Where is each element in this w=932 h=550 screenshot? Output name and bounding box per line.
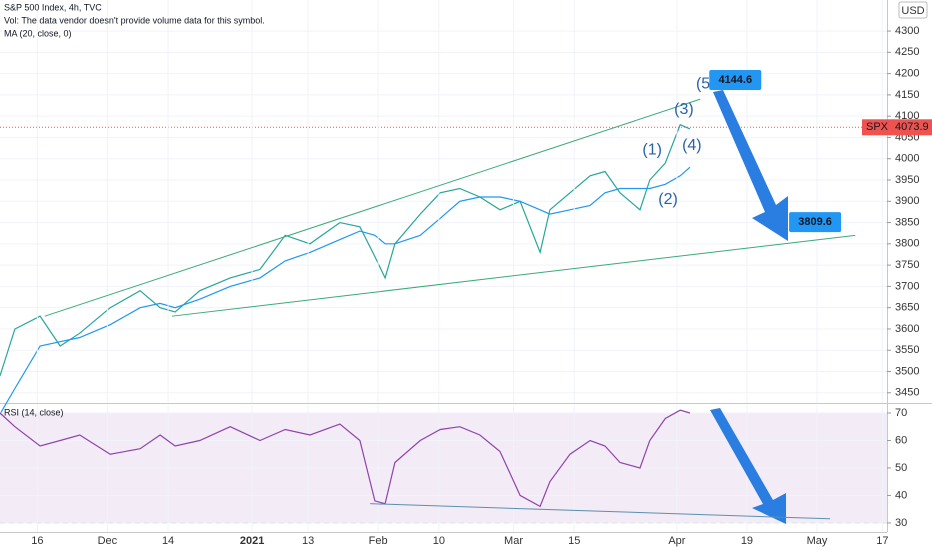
trend-line xyxy=(44,98,701,317)
series-line xyxy=(0,123,691,376)
y-tick-label: 3750 xyxy=(895,259,919,271)
y-tick-label: 3600 xyxy=(895,323,919,335)
y-tick-label: 50 xyxy=(895,462,907,474)
legend-entry: MA (20, close, 0) xyxy=(4,28,72,38)
price-label-box xyxy=(709,70,762,91)
x-tick-label: Dec xyxy=(98,535,118,547)
chart-title: S&P 500 Index, 4h, TVC xyxy=(4,2,102,12)
pane-title: RSI (14, close) xyxy=(4,407,64,417)
currency-label: USD xyxy=(901,5,924,17)
y-tick-label: 3450 xyxy=(895,387,919,399)
y-tick-label: 70 xyxy=(895,407,907,419)
price-label-box xyxy=(789,212,842,233)
x-tick-label: May xyxy=(807,535,828,547)
x-tick-label: 15 xyxy=(568,535,580,547)
y-tick-label: 60 xyxy=(895,434,907,446)
trend-line xyxy=(370,503,831,520)
y-tick-label: 3850 xyxy=(895,216,919,228)
last-price-label: 4073.9 xyxy=(895,121,929,133)
currency-box[interactable] xyxy=(898,1,928,19)
y-tick-label: 3700 xyxy=(895,280,919,292)
x-tick-label: 14 xyxy=(162,535,174,547)
y-tick-label: 4300 xyxy=(895,25,919,37)
y-tick-label: 3900 xyxy=(895,195,919,207)
y-tick-label: 30 xyxy=(895,517,907,529)
x-tick-label: Feb xyxy=(369,535,388,547)
y-tick-label: 3950 xyxy=(895,174,919,186)
wave-label: (4) xyxy=(682,137,702,154)
y-tick-label: 4150 xyxy=(895,89,919,101)
y-tick-label: 3500 xyxy=(895,365,919,377)
arrow-down xyxy=(713,90,788,241)
trend-line xyxy=(171,234,856,317)
series-line xyxy=(0,409,691,508)
x-tick-label: Mar xyxy=(504,535,523,547)
wave-label: (1) xyxy=(642,141,662,158)
x-tick-label: 2021 xyxy=(240,535,264,547)
y-tick-label: 4000 xyxy=(895,153,919,165)
x-tick-label: 17 xyxy=(876,535,888,547)
arrow-down xyxy=(710,408,786,524)
wave-label: (2) xyxy=(658,191,678,208)
x-tick-label: 19 xyxy=(741,535,753,547)
y-tick-label: 3550 xyxy=(895,344,919,356)
symbol-label: SPX xyxy=(866,121,889,133)
series-line xyxy=(0,166,691,415)
subtitle: Vol: The data vendor doesn't provide vol… xyxy=(4,15,265,25)
last-price-tag xyxy=(862,119,932,136)
price-label: 3809.6 xyxy=(798,216,832,228)
y-tick-label: 4200 xyxy=(895,68,919,80)
y-tick-label: 4100 xyxy=(895,110,919,122)
price-label: 4144.6 xyxy=(718,74,752,86)
x-tick-label: 13 xyxy=(302,535,314,547)
y-tick-label: 3800 xyxy=(895,238,919,250)
y-tick-label: 4250 xyxy=(895,46,919,58)
y-tick-label: 3650 xyxy=(895,302,919,314)
y-tick-label: 40 xyxy=(895,489,907,501)
x-tick-label: 10 xyxy=(433,535,445,547)
plot-area xyxy=(0,0,887,532)
x-tick-label: 16 xyxy=(31,535,43,547)
x-tick-label: Apr xyxy=(668,535,685,547)
wave-label: (3) xyxy=(674,101,694,118)
wave-label: (5 xyxy=(696,75,710,92)
